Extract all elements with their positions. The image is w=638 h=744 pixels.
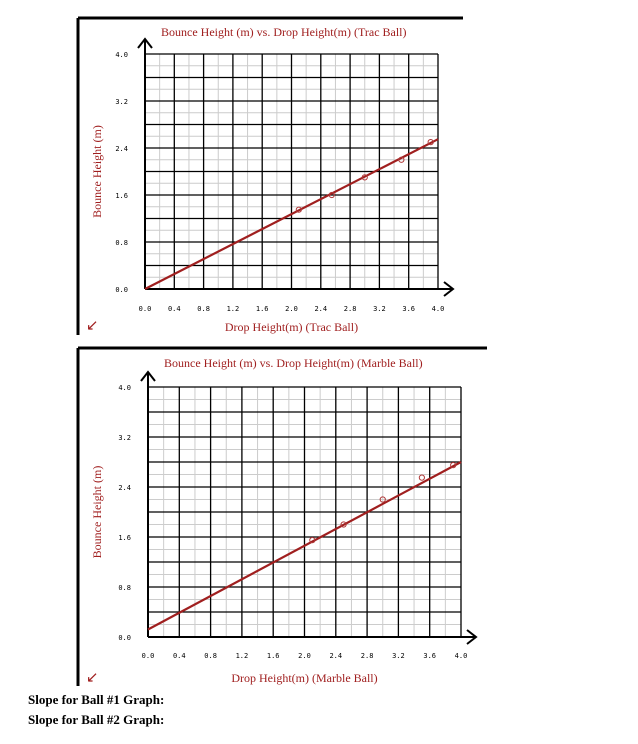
x-tick-label: 3.6 [423,652,436,660]
x-tick-label: 0.4 [168,305,181,313]
x-tick-label: 2.8 [361,652,374,660]
data-point [427,139,434,146]
x-axis-arrowhead [466,629,478,645]
x-tick-label: 2.8 [344,305,357,313]
trend-line [144,138,439,290]
data-point [340,521,347,528]
y-axis-arrowhead [137,37,153,49]
chart-title: Bounce Height (m) vs. Drop Height(m) (Tr… [161,25,407,39]
data-point [418,474,425,481]
data-point [361,174,368,181]
chart-title: Bounce Height (m) vs. Drop Height(m) (Ma… [164,356,423,370]
y-tick-label: 0.0 [118,634,131,642]
y-tick-label: 1.6 [118,534,131,542]
x-tick-label: 1.2 [227,305,240,313]
y-tick-label: 2.4 [118,484,131,492]
y-tick-label: 1.6 [115,192,128,200]
x-tick-label: 3.2 [392,652,405,660]
trend-line [147,461,462,631]
data-point [398,156,405,163]
x-tick-label: 0.0 [139,305,152,313]
x-axis-arrowhead [443,281,455,297]
x-tick-label: 4.0 [432,305,445,313]
x-tick-label: 2.4 [329,652,342,660]
x-tick-label: 1.6 [267,652,280,660]
x-tick-label: 0.8 [197,305,210,313]
data-point [450,462,457,469]
y-tick-label: 3.2 [118,434,131,442]
x-tick-label: 3.6 [402,305,415,313]
x-tick-label: 0.8 [204,652,217,660]
data-point [295,206,302,213]
x-tick-label: 0.4 [173,652,186,660]
arrow-down-left-icon: ↙ [86,316,99,334]
y-axis-label: Bounce Height (m) [90,466,104,559]
x-tick-label: 2.0 [285,305,298,313]
x-tick-label: 2.0 [298,652,311,660]
x-tick-label: 2.4 [314,305,327,313]
chart-trac-ball: 0.0 0.4 0.8 1.2 1.6 2.0 2.4 2.8 3.2 3.6 4.0 0.0 0.8 1… [76,16,463,335]
data-point [328,191,335,199]
x-tick-label: 4.0 [455,652,468,660]
slope-ball1-label: Slope for Ball #1 Graph: [28,692,165,707]
x-tick-label: 1.6 [256,305,269,313]
y-tick-label: 0.8 [115,239,128,247]
x-tick-label: 1.2 [236,652,249,660]
x-tick-label: 3.2 [373,305,386,313]
data-point [309,537,316,544]
x-axis-label: Drop Height(m) (Trac Ball) [225,320,358,334]
y-axis-label: Bounce Height (m) [90,125,104,218]
y-tick-label: 0.8 [118,584,131,592]
x-tick-label: 0.0 [142,652,155,660]
y-tick-label: 0.0 [115,286,128,294]
arrow-down-left-icon: ↙ [86,668,99,686]
y-tick-label: 3.2 [115,98,128,106]
data-point [379,496,386,503]
y-axis-arrowhead [140,370,156,382]
x-axis-label: Drop Height(m) (Marble Ball) [231,671,377,685]
y-tick-label: 2.4 [115,145,128,153]
chart-marble-ball: 0.0 0.4 0.8 1.2 1.6 2.0 2.4 2.8 3.2 3.6 4.0 0.0 0.8 1… [76,346,487,686]
y-tick-label: 4.0 [118,384,131,392]
slope-ball2-label: Slope for Ball #2 Graph: [28,712,165,727]
y-tick-label: 4.0 [115,51,128,59]
